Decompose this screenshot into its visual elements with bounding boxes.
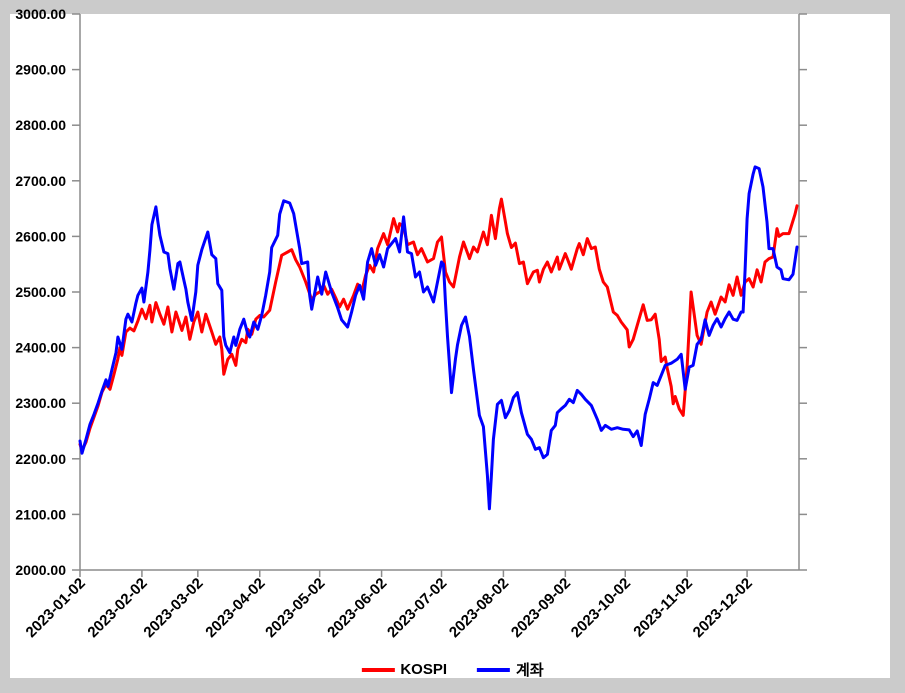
y-tick-label: 2400.00 [15, 340, 66, 356]
x-tick-label: 2023-07-02 [384, 575, 450, 641]
y-tick-label: 2600.00 [15, 228, 66, 244]
series-line-kospi [78, 197, 799, 452]
y-tick-label: 2700.00 [15, 173, 66, 189]
y-tick-label: 2900.00 [15, 62, 66, 78]
account-line-swatch [477, 667, 511, 672]
legend: KOSPI 계좌 [361, 659, 544, 680]
y-tick-label: 2200.00 [15, 451, 66, 467]
x-tick-label: 2023-05-02 [262, 575, 328, 641]
x-tick-label: 2023-09-02 [508, 575, 574, 641]
x-tick-label: 2023-04-02 [202, 575, 268, 641]
y-tick-label: 2000.00 [15, 562, 66, 578]
kospi-line-swatch [361, 667, 395, 672]
x-tick-label: 2023-10-02 [568, 575, 634, 641]
x-tick-label: 2023-11-02 [630, 575, 696, 641]
x-tick-label: 2023-03-02 [140, 575, 206, 641]
y-tick-label: 3000.00 [15, 6, 66, 22]
legend-label-kospi: KOSPI [400, 661, 448, 678]
x-tick-label: 2023-12-02 [690, 575, 756, 641]
y-tick-label: 2100.00 [15, 506, 66, 522]
series-line-account [78, 165, 799, 511]
y-tick-label: 2300.00 [15, 395, 66, 411]
y-tick-label: 2800.00 [15, 117, 66, 133]
plot-background [10, 14, 890, 678]
x-tick-label: 2023-01-02 [23, 575, 89, 641]
x-tick-label: 2023-06-02 [324, 575, 390, 641]
x-tick-label: 2023-08-02 [446, 575, 512, 641]
y-tick-label: 2500.00 [15, 284, 66, 300]
x-tick-label: 2023-02-02 [84, 575, 150, 641]
legend-label-account: 계좌 [516, 662, 544, 679]
